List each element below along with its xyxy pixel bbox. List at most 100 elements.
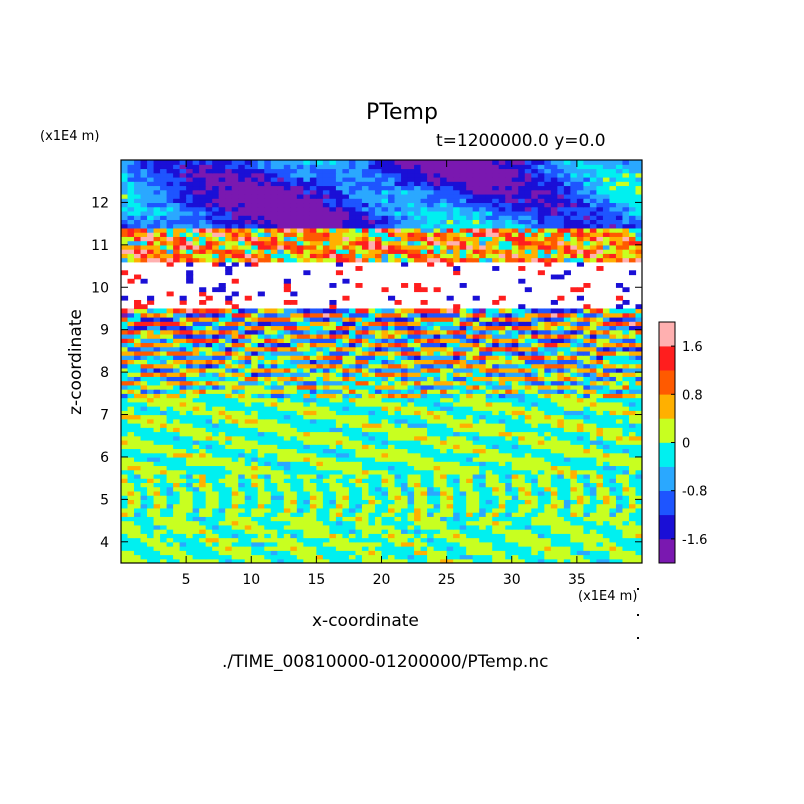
heatmap-cell bbox=[433, 558, 441, 563]
heatmap-cell bbox=[511, 427, 519, 433]
heatmap-cell bbox=[440, 355, 448, 360]
heatmap-cell bbox=[231, 355, 239, 360]
heatmap-cell bbox=[309, 427, 317, 433]
heatmap-cell bbox=[322, 325, 330, 331]
heatmap-cell bbox=[628, 308, 637, 314]
heatmap-cell bbox=[251, 410, 259, 416]
heatmap-cell bbox=[472, 316, 480, 322]
heatmap-cell bbox=[179, 533, 187, 539]
heatmap-cell bbox=[277, 520, 285, 526]
heatmap-cell bbox=[563, 550, 571, 556]
heatmap-cell bbox=[348, 359, 357, 365]
heatmap-cell bbox=[446, 376, 454, 382]
heatmap-cell bbox=[440, 312, 448, 318]
heatmap-cell bbox=[615, 410, 624, 416]
heatmap-cell bbox=[257, 461, 265, 467]
heatmap-cell bbox=[368, 486, 376, 492]
heatmap-cell bbox=[257, 342, 265, 348]
heatmap-cell bbox=[361, 367, 370, 373]
heatmap-cell bbox=[264, 478, 272, 483]
heatmap-cell bbox=[218, 558, 226, 563]
heatmap-cell bbox=[505, 355, 513, 360]
heatmap-cell bbox=[192, 448, 200, 454]
heatmap-cell bbox=[140, 533, 148, 539]
heatmap-cell bbox=[407, 338, 415, 344]
heatmap-cell bbox=[231, 533, 239, 539]
heatmap-cell bbox=[635, 329, 642, 335]
heatmap-cell bbox=[492, 516, 500, 522]
heatmap-cell bbox=[401, 414, 409, 420]
heatmap-cell bbox=[192, 414, 200, 420]
heatmap-cell bbox=[205, 380, 213, 386]
heatmap-cell bbox=[446, 448, 454, 454]
heatmap-cell bbox=[459, 554, 467, 560]
heatmap-cell bbox=[218, 333, 226, 339]
heatmap-cell bbox=[511, 456, 519, 462]
heatmap-cell bbox=[420, 461, 428, 467]
heatmap-cell bbox=[186, 384, 194, 390]
heatmap-cell bbox=[531, 410, 539, 416]
heatmap-cell bbox=[290, 406, 298, 411]
heatmap-cell bbox=[231, 372, 239, 377]
heatmap-cell bbox=[218, 482, 226, 488]
heatmap-cell bbox=[316, 435, 324, 441]
heatmap-cell bbox=[615, 524, 624, 530]
heatmap-cell bbox=[238, 452, 246, 458]
heatmap-cell bbox=[576, 316, 584, 322]
heatmap-cell bbox=[335, 435, 344, 441]
heatmap-cell bbox=[153, 427, 161, 433]
heatmap-cell bbox=[192, 490, 200, 496]
heatmap-cell bbox=[388, 495, 396, 500]
heatmap-cell bbox=[303, 439, 311, 445]
heatmap-cell bbox=[544, 359, 552, 365]
heatmap-cell bbox=[388, 431, 396, 437]
heatmap-cell bbox=[342, 533, 350, 539]
heatmap-cell bbox=[511, 329, 519, 335]
heatmap-cell bbox=[609, 350, 617, 356]
heatmap-cell bbox=[251, 342, 259, 348]
heatmap-cell bbox=[401, 372, 409, 377]
heatmap-cell bbox=[388, 473, 396, 479]
heatmap-cell bbox=[160, 524, 168, 530]
heatmap-cell bbox=[303, 346, 311, 352]
heatmap-cell bbox=[570, 533, 578, 539]
heatmap-cell bbox=[615, 439, 624, 445]
heatmap-cell bbox=[121, 270, 129, 276]
heatmap-cell bbox=[485, 461, 493, 467]
heatmap-cell bbox=[479, 380, 487, 386]
heatmap-cell bbox=[173, 397, 181, 403]
heatmap-cell bbox=[446, 469, 454, 475]
heatmap-cell bbox=[186, 482, 194, 488]
heatmap-cell bbox=[570, 558, 578, 563]
heatmap-cell bbox=[472, 541, 480, 547]
heatmap-cell bbox=[303, 444, 311, 450]
heatmap-cell bbox=[433, 257, 441, 263]
heatmap-cell bbox=[309, 461, 317, 467]
heatmap-cell bbox=[374, 401, 383, 407]
heatmap-cell bbox=[433, 482, 441, 488]
heatmap-cell bbox=[550, 350, 558, 356]
heatmap-cell bbox=[147, 321, 155, 327]
heatmap-cell bbox=[420, 507, 428, 513]
heatmap-cell bbox=[609, 338, 617, 344]
heatmap-cell bbox=[589, 448, 598, 454]
heatmap-cell bbox=[368, 329, 376, 335]
heatmap-cell bbox=[244, 554, 252, 560]
heatmap-cell bbox=[303, 512, 311, 517]
heatmap-cell bbox=[479, 435, 487, 441]
heatmap-cell bbox=[550, 465, 558, 471]
heatmap-cell bbox=[635, 456, 642, 462]
heatmap-cell bbox=[394, 410, 402, 416]
heatmap-cell bbox=[309, 520, 317, 526]
heatmap-cell bbox=[550, 503, 558, 509]
heatmap-cell bbox=[609, 533, 617, 539]
heatmap-cell bbox=[316, 486, 324, 492]
heatmap-cell bbox=[186, 380, 194, 386]
heatmap-cell bbox=[140, 278, 148, 284]
heatmap-cell bbox=[563, 512, 571, 517]
heatmap-cell bbox=[453, 473, 461, 479]
heatmap-cell bbox=[531, 321, 539, 327]
heatmap-cell bbox=[322, 350, 330, 356]
heatmap-cell bbox=[433, 529, 441, 534]
heatmap-cell bbox=[622, 355, 630, 360]
